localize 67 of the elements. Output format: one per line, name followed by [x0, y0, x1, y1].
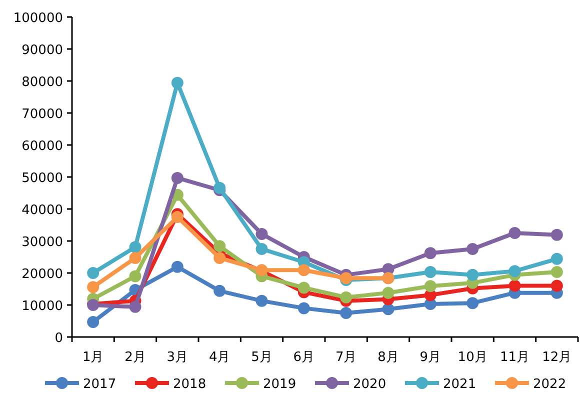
x-tick-label: 6月: [293, 350, 315, 365]
point: [340, 291, 352, 304]
point: [508, 265, 521, 278]
point: [129, 241, 142, 254]
point: [550, 266, 563, 278]
y-tick-label: 50000: [22, 171, 63, 186]
point: [550, 228, 563, 241]
point: [256, 228, 268, 240]
x-tick-label: 8月: [378, 350, 399, 365]
x-tick-label: 2月: [124, 350, 146, 365]
point: [87, 281, 100, 294]
point: [466, 268, 479, 281]
x-tick-label: 1月: [82, 350, 104, 365]
legend-label: 2022: [533, 377, 566, 392]
point: [298, 264, 310, 276]
x-tick-label: 7月: [335, 350, 357, 365]
point: [550, 280, 563, 292]
point: [214, 240, 226, 252]
point: [87, 316, 100, 328]
point: [129, 300, 142, 313]
x-tick-label: 3月: [166, 350, 188, 365]
point: [214, 284, 226, 297]
point: [214, 182, 226, 194]
point: [508, 227, 521, 239]
y-tick-label: 40000: [22, 203, 63, 218]
y-tick-label: 80000: [22, 75, 63, 90]
y-tick-label: 90000: [22, 43, 63, 58]
x-tick-label: 12月: [542, 350, 572, 365]
point: [424, 247, 436, 260]
x-tick-label: 4月: [208, 350, 230, 365]
y-tick-label: 70000: [22, 107, 63, 122]
point: [382, 286, 394, 299]
point: [129, 270, 142, 282]
legend-label: 2018: [173, 377, 206, 392]
point: [550, 252, 563, 265]
x-tick-label: 10月: [458, 350, 488, 365]
point: [171, 76, 184, 89]
point: [508, 280, 521, 292]
point: [382, 303, 394, 316]
point: [298, 282, 310, 294]
y-tick-label: 30000: [22, 235, 63, 250]
point: [466, 243, 479, 255]
point: [171, 260, 184, 273]
point: [171, 172, 184, 184]
x-tick-label: 5月: [251, 350, 272, 365]
y-tick-label: 20000: [22, 267, 63, 282]
point: [129, 252, 142, 264]
legend-label: 2017: [83, 377, 116, 392]
point: [87, 267, 100, 279]
y-tick-label: 10000: [22, 299, 63, 314]
point: [298, 302, 310, 314]
point: [424, 266, 436, 278]
x-tick-label: 11月: [500, 350, 530, 365]
point: [171, 211, 184, 223]
legend-label: 2019: [263, 377, 296, 392]
point: [256, 294, 268, 307]
point: [424, 280, 436, 292]
point: [340, 307, 352, 319]
legend-label: 2020: [353, 377, 386, 392]
x-tick-label: 9月: [420, 350, 442, 365]
y-tick-label: 100000: [13, 11, 63, 26]
point: [256, 243, 268, 255]
point: [214, 252, 226, 264]
y-tick-label: 60000: [22, 139, 63, 154]
legend-label: 2021: [443, 377, 476, 392]
point: [466, 297, 479, 310]
y-tick-label: 0: [54, 331, 63, 346]
